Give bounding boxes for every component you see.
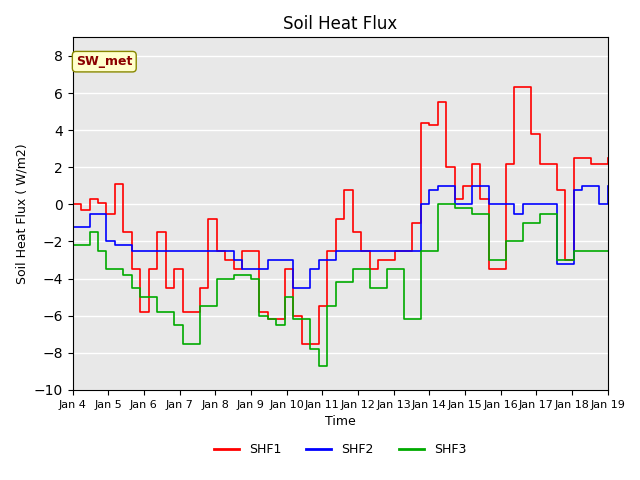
SHF3 — [374, 285, 382, 291]
SHF3 — [604, 248, 611, 253]
SHF3 — [315, 363, 323, 369]
SHF3 — [434, 202, 442, 207]
Line: SHF2: SHF2 — [72, 186, 607, 288]
SHF3 — [289, 316, 297, 322]
SHF2 — [289, 285, 297, 291]
SHF1 — [417, 120, 424, 126]
SHF1 — [374, 257, 382, 263]
SHF3 — [426, 248, 433, 253]
Legend: SHF1, SHF2, SHF3: SHF1, SHF2, SHF3 — [209, 438, 471, 461]
SHF2 — [417, 202, 424, 207]
SHF2 — [374, 248, 382, 253]
SHF3 — [136, 294, 144, 300]
Text: SW_met: SW_met — [76, 55, 132, 68]
SHF1 — [298, 341, 306, 347]
SHF2 — [298, 285, 306, 291]
SHF1 — [510, 84, 518, 90]
SHF1 — [340, 187, 348, 192]
Line: SHF3: SHF3 — [72, 204, 607, 366]
SHF2 — [340, 248, 348, 253]
SHF2 — [136, 248, 144, 253]
SHF2 — [68, 224, 76, 229]
SHF2 — [426, 187, 433, 192]
SHF1 — [604, 155, 611, 161]
Line: SHF1: SHF1 — [72, 87, 607, 344]
SHF1 — [426, 121, 433, 127]
SHF1 — [68, 202, 76, 207]
SHF3 — [417, 248, 424, 253]
SHF1 — [136, 309, 144, 315]
SHF3 — [340, 279, 348, 285]
X-axis label: Time: Time — [324, 415, 355, 428]
Y-axis label: Soil Heat Flux ( W/m2): Soil Heat Flux ( W/m2) — [15, 144, 28, 284]
SHF2 — [434, 183, 442, 189]
SHF1 — [289, 313, 297, 319]
SHF2 — [604, 183, 611, 189]
SHF3 — [68, 242, 76, 248]
Title: Soil Heat Flux: Soil Heat Flux — [283, 15, 397, 33]
